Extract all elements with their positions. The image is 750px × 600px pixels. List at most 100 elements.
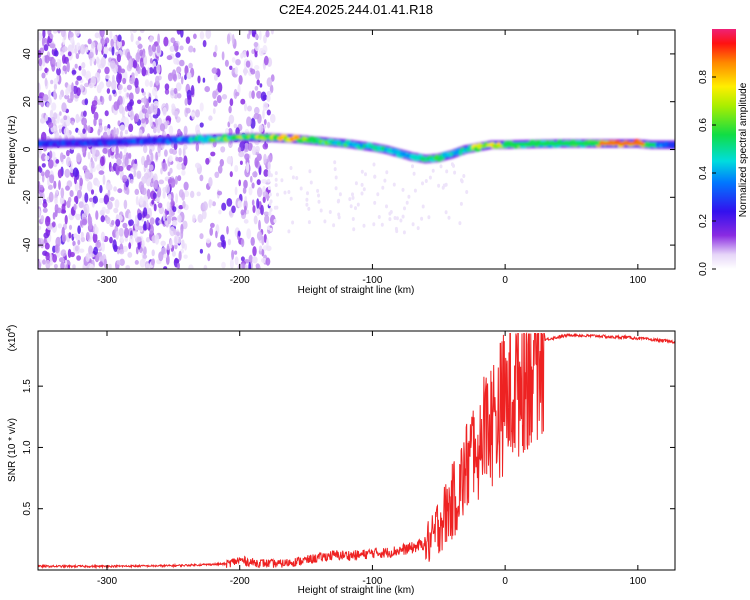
spectrogram-noise-speck [208,115,213,121]
spectrogram-noise-speck [235,91,240,97]
spectrogram-noise-speck [307,206,311,211]
spectrogram-noise-speck [107,148,111,158]
spectrogram-noise-speck [101,242,105,252]
spectrogram-noise-speck [251,49,255,55]
spectrogram-noise-speck [112,35,117,43]
spectrogram-noise-speck [403,206,406,211]
spectrogram-noise-speck [442,183,446,188]
spectrogram-noise-speck [170,178,176,188]
spectrogram-noise-speck [333,167,337,172]
spectrogram-noise-speck [180,30,184,38]
spectrogram-noise-speck [64,259,68,265]
spectrogram-noise-speck [58,180,61,190]
spectrogram-noise-speck [119,258,125,266]
spectrogram-noise-speck [244,196,248,202]
spectrogram-noise-speck [183,155,188,166]
spectrogram-noise-speck [74,245,79,252]
spectrogram-noise-speck [43,44,49,52]
spectrogram-noise-speck [154,234,160,245]
spectrogram-noise-speck [270,74,275,82]
spectrogram-noise-speck [135,195,139,206]
spectrogram-noise-speck [181,169,186,176]
spectrogram-noise-speck [94,226,99,235]
spectrogram-noise-speck [102,131,108,140]
spectrogram-noise-speck [149,148,153,156]
spectrogram-noise-speck [265,194,271,199]
spectrogram-noise-speck [108,94,112,102]
spectrogram-noise-speck [412,171,416,176]
snr-exponent-suffix: ) [7,325,18,328]
spectrogram-noise-speck [99,95,103,103]
spectrogram-noise-speck [118,104,124,114]
spectrogram-noise-speck [45,253,50,261]
spectrogram-noise-speck [196,191,201,197]
spectrogram-noise-speck [113,244,118,252]
spectrogram-noise-speck [138,181,145,191]
spectrogram-noise-speck [176,262,180,269]
spectrogram-noise-speck [76,152,82,163]
spectrogram-noise-speck [183,190,190,197]
spectrogram-noise-speck [52,253,57,263]
spectrogram-noise-speck [146,219,149,229]
spectrogram-noise-speck [253,113,260,120]
spectrogram-noise-speck [203,264,208,269]
spectrogram-noise-speck [160,240,166,247]
spectrogram-noise-speck [49,109,54,119]
spectrogram-noise-speck [171,219,178,227]
spectrogram-noise-speck [201,210,207,220]
spectrogram-noise-speck [243,67,248,76]
spectrogram-noise-speck [56,207,62,214]
spectrogram-noise-speck [264,214,270,224]
spectrogram-noise-speck [164,220,168,225]
spectrogram-noise-speck [117,188,123,194]
spectrogram-noise-speck [402,230,406,235]
snr-exponent-prefix: (x10 [7,331,18,351]
spectrogram-noise-speck [228,210,233,216]
spectrogram-noise-speck [116,40,123,48]
spectrogram-noise-speck [40,171,45,177]
spectrogram-noise-speck [427,215,431,220]
spectrogram-noise-speck [173,234,179,246]
spectrogram-noise-speck [149,58,153,64]
spectrogram-noise-speck [153,203,157,212]
spectrogram-noise-speck [134,188,140,195]
spectrogram-noise-speck [389,210,393,214]
spectrogram-noise-speck [452,163,455,168]
spectrogram-noise-speck [255,206,261,216]
spectrogram-noise-speck [261,179,267,184]
spectrogram-noise-speck [262,245,268,251]
spectrogram-noise-speck [181,239,185,249]
spectrogram-noise-speck [96,164,101,171]
spectrogram-noise-speck [332,223,336,228]
spectrogram-noise-speck [111,146,115,153]
spectrogram-noise-speck [253,41,259,48]
spectrogram-noise-speck [247,142,253,152]
spectrogram-noise-speck [149,80,153,88]
spectrogram-noise-speck [156,125,161,134]
spectrogram-noise-speck [155,217,161,226]
spectrogram-noise-speck [208,177,213,187]
spectrogram-noise-speck [48,122,54,128]
spectrogram-noise-speck [262,102,269,111]
spectrogram-noise-speck [431,168,435,173]
spectrogram-noise-speck [226,156,233,165]
spectrogram-noise-speck [128,152,132,159]
spectrogram-noise-speck [87,151,91,160]
colorbar-tick-label: 0.8 [698,70,709,84]
spectrogram-noise-speck [42,207,48,213]
spectrogram-noise-speck [168,155,173,163]
spectrogram-noise-speck [171,103,176,110]
spectrogram-noise-speck [197,75,201,84]
spectrogram-noise-speck [173,228,177,236]
spectrogram-noise-speck [163,253,167,259]
spectrogram-noise-speck [266,226,270,230]
spectrogram-noise-speck [72,167,79,178]
spectrogram-noise-speck [287,190,291,194]
spectrogram-noise-speck [243,142,250,153]
spectrogram-noise-speck [44,67,48,74]
spectrogram-noise-speck [248,186,253,196]
spectrogram-noise-speck [50,79,54,85]
spectrogram-noise-speck [199,122,204,128]
spectrogram-noise-speck [351,217,355,221]
spectrogram-noise-speck [176,30,181,35]
